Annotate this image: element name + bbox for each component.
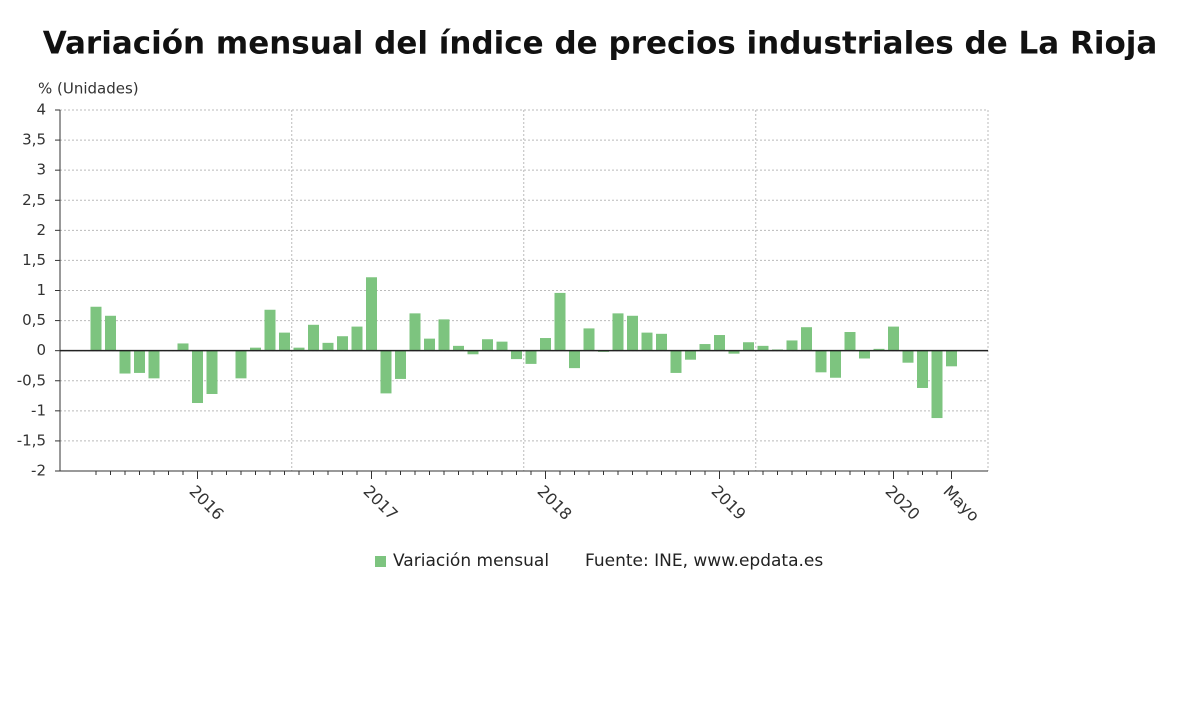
y-tick-label: 0	[36, 341, 46, 359]
bar	[438, 319, 450, 351]
bar	[496, 341, 508, 351]
y-tick-label: -2	[31, 462, 46, 480]
bar	[134, 350, 145, 373]
x-tick-label: 2020	[881, 482, 923, 524]
bar	[815, 350, 827, 373]
x-tick-label: 2016	[185, 482, 227, 524]
y-tick-label: 1	[36, 281, 46, 299]
bar	[250, 347, 261, 351]
bar	[946, 350, 957, 367]
chart-title: Variación mensual del índice de precios …	[43, 26, 1158, 62]
bar	[293, 347, 305, 351]
y-tick-label: 1,5	[22, 251, 46, 269]
bar	[554, 292, 566, 351]
bar	[743, 342, 754, 351]
bar	[148, 350, 160, 379]
bar	[206, 350, 218, 394]
bar	[699, 344, 711, 351]
bar	[641, 332, 653, 351]
bar	[728, 350, 740, 354]
bar	[830, 350, 841, 378]
y-tick-label: -1,5	[17, 431, 46, 449]
bar	[859, 350, 870, 359]
bar	[873, 348, 885, 351]
bar	[380, 350, 392, 394]
bar	[540, 338, 551, 351]
bar	[612, 313, 624, 351]
bar	[192, 350, 203, 404]
bar	[685, 350, 696, 360]
bar	[583, 328, 595, 351]
bar	[670, 350, 682, 373]
bar	[337, 336, 348, 351]
bar	[366, 277, 377, 351]
bar	[395, 350, 406, 379]
y-tick-label: 2,5	[22, 191, 46, 209]
bar	[482, 339, 493, 351]
bar	[90, 306, 102, 351]
bar	[235, 350, 247, 379]
bar	[714, 335, 725, 351]
y-tick-label: 3,5	[22, 131, 46, 149]
x-tick-label: 2019	[707, 482, 749, 524]
bar	[757, 345, 769, 351]
x-tick-label: Mayo	[939, 482, 983, 526]
bar	[322, 342, 334, 351]
bar	[801, 327, 812, 351]
source: Fuente: INE, www.epdata.es	[585, 551, 823, 571]
bar	[902, 350, 914, 363]
y-axis-label: % (Unidades)	[38, 80, 139, 98]
bar	[656, 333, 667, 351]
bar	[424, 338, 435, 351]
bar	[888, 326, 899, 351]
legend-swatch	[375, 556, 386, 567]
y-tick-label: -1	[31, 401, 46, 419]
bar	[627, 315, 638, 351]
y-tick-label: 4	[36, 101, 46, 119]
legend-label: Variación mensual	[393, 551, 549, 571]
bar	[279, 332, 290, 351]
bar	[105, 315, 116, 351]
x-tick-label: 2018	[533, 482, 575, 524]
bar	[844, 332, 856, 351]
y-tick-label: 2	[36, 221, 46, 239]
bar	[409, 313, 421, 351]
x-tick-label: 2017	[359, 482, 401, 524]
bar	[917, 350, 928, 388]
bar	[569, 350, 580, 369]
y-tick-label: 3	[36, 161, 46, 179]
bar	[119, 350, 131, 374]
y-tick-label: 0,5	[22, 311, 46, 329]
bar	[351, 326, 363, 351]
bar	[931, 350, 943, 419]
bar	[177, 343, 189, 351]
bar	[264, 309, 276, 351]
y-tick-label: -0,5	[17, 371, 46, 389]
bar	[453, 345, 464, 351]
bar	[467, 350, 479, 355]
bar	[511, 350, 522, 360]
bar	[308, 324, 319, 351]
bar	[525, 350, 537, 364]
bar	[786, 340, 798, 351]
